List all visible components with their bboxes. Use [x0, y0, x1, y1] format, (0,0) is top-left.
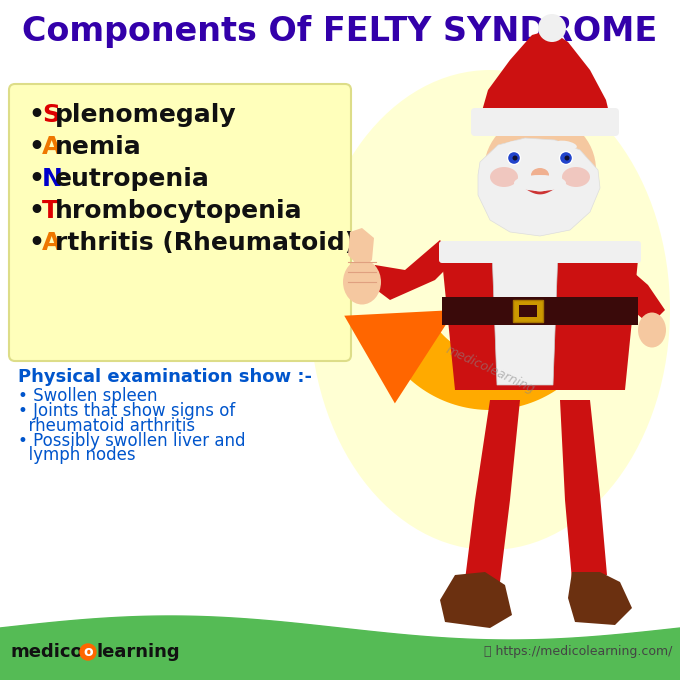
Ellipse shape — [538, 14, 566, 42]
Text: rthritis (Rheumatoid): rthritis (Rheumatoid) — [55, 231, 356, 255]
Ellipse shape — [513, 156, 517, 160]
Ellipse shape — [555, 141, 577, 150]
Text: •: • — [28, 135, 44, 159]
Text: Physical examination show :-: Physical examination show :- — [18, 368, 312, 386]
Ellipse shape — [310, 70, 670, 550]
Polygon shape — [386, 322, 582, 410]
Polygon shape — [478, 30, 612, 132]
Polygon shape — [440, 572, 512, 628]
Text: ⌖ https://medicolearning.com/: ⌖ https://medicolearning.com/ — [483, 645, 672, 658]
Text: •: • — [28, 167, 44, 191]
Polygon shape — [560, 400, 607, 580]
Polygon shape — [344, 310, 456, 403]
Text: A: A — [42, 231, 61, 255]
Text: nemia: nemia — [55, 135, 141, 159]
Polygon shape — [442, 250, 638, 390]
Ellipse shape — [343, 260, 381, 305]
Text: •: • — [28, 103, 44, 127]
FancyBboxPatch shape — [513, 300, 543, 322]
Text: N: N — [42, 167, 63, 191]
Text: •: • — [28, 231, 44, 255]
Ellipse shape — [514, 175, 566, 191]
Circle shape — [80, 644, 96, 660]
FancyBboxPatch shape — [471, 108, 619, 136]
Polygon shape — [465, 400, 520, 582]
Polygon shape — [618, 255, 665, 325]
Text: medicolearning: medicolearning — [443, 343, 537, 396]
Text: plenomegaly: plenomegaly — [55, 103, 237, 127]
Polygon shape — [492, 250, 558, 385]
Text: o: o — [83, 645, 92, 659]
Text: learning: learning — [97, 643, 181, 661]
Text: Components Of FELTY SYNDROME: Components Of FELTY SYNDROME — [22, 16, 658, 48]
FancyBboxPatch shape — [442, 297, 638, 325]
Text: eutropenia: eutropenia — [55, 167, 210, 191]
Ellipse shape — [560, 152, 573, 165]
Text: T: T — [42, 199, 59, 223]
Text: rheumatoid arthritis: rheumatoid arthritis — [18, 417, 195, 435]
Text: A: A — [42, 135, 61, 159]
Text: lymph nodes: lymph nodes — [18, 446, 135, 464]
Text: S: S — [42, 103, 60, 127]
Text: • Possibly swollen liver and: • Possibly swollen liver and — [18, 432, 245, 450]
Ellipse shape — [531, 168, 549, 182]
Polygon shape — [370, 240, 455, 300]
Text: hrombocytopenia: hrombocytopenia — [55, 199, 303, 223]
Ellipse shape — [638, 313, 666, 347]
Text: medico: medico — [10, 643, 83, 661]
Ellipse shape — [507, 152, 520, 165]
FancyBboxPatch shape — [519, 305, 537, 317]
Text: •: • — [28, 199, 44, 223]
Polygon shape — [568, 572, 632, 625]
Text: • Joints that show signs of: • Joints that show signs of — [18, 402, 235, 420]
Ellipse shape — [490, 167, 518, 187]
Polygon shape — [478, 138, 600, 236]
Polygon shape — [348, 228, 374, 270]
Text: • Swollen spleen: • Swollen spleen — [18, 387, 158, 405]
Ellipse shape — [484, 115, 596, 225]
Ellipse shape — [503, 141, 525, 150]
FancyBboxPatch shape — [439, 241, 641, 263]
Ellipse shape — [562, 167, 590, 187]
FancyBboxPatch shape — [9, 84, 351, 361]
Ellipse shape — [564, 156, 570, 160]
